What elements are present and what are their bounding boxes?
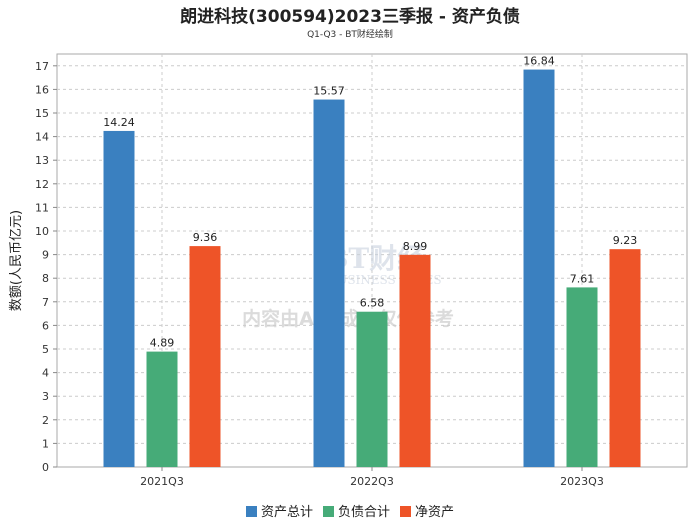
bar-2-2022Q3 bbox=[356, 311, 388, 467]
y-tick-label: 13 bbox=[35, 154, 49, 167]
data-label: 7.61 bbox=[570, 272, 595, 285]
y-tick-label: 5 bbox=[42, 343, 49, 356]
bar-3-2023Q3 bbox=[609, 249, 641, 467]
legend-item-1: 资产总计 bbox=[245, 501, 313, 520]
bar-2-2021Q3 bbox=[146, 351, 178, 467]
data-label: 9.23 bbox=[613, 234, 638, 247]
chart-subtitle: Q1-Q3 - BT财经绘制 bbox=[307, 30, 393, 40]
data-label: 9.36 bbox=[193, 231, 218, 244]
bar-3-2021Q3 bbox=[189, 246, 221, 467]
x-tick-label: 2022Q3 bbox=[350, 475, 394, 488]
y-tick-label: 4 bbox=[42, 367, 49, 380]
bar-1-2022Q3 bbox=[313, 99, 345, 467]
bar-3-2022Q3 bbox=[399, 254, 431, 467]
legend-swatch bbox=[400, 506, 411, 517]
legend-swatch bbox=[322, 506, 334, 517]
bar-2-2023Q3 bbox=[566, 287, 598, 467]
y-tick-label: 0 bbox=[42, 461, 49, 474]
y-tick-label: 2 bbox=[42, 414, 49, 427]
y-tick-label: 7 bbox=[42, 296, 49, 309]
data-label: 14.24 bbox=[103, 116, 135, 129]
y-axis-label: 数额(人民币亿元) bbox=[9, 210, 24, 311]
legend-label: 净资产 bbox=[415, 505, 455, 520]
y-tick-label: 11 bbox=[35, 201, 49, 214]
y-tick-label: 16 bbox=[35, 83, 49, 96]
data-label: 6.58 bbox=[360, 297, 385, 310]
y-tick-label: 9 bbox=[42, 249, 49, 262]
legend-swatch bbox=[245, 506, 257, 517]
data-label: 8.99 bbox=[403, 240, 428, 253]
y-tick-label: 8 bbox=[42, 272, 49, 285]
y-tick-label: 1 bbox=[42, 437, 49, 450]
y-tick-label: 10 bbox=[35, 225, 49, 238]
legend-label: 资产总计 bbox=[260, 505, 313, 520]
chart-title: 朗进科技(300594)2023三季报 - 资产负债 bbox=[180, 7, 520, 27]
legend-item-3: 净资产 bbox=[400, 501, 454, 520]
y-tick-label: 17 bbox=[35, 60, 49, 73]
data-label: 4.89 bbox=[150, 337, 175, 350]
bar-1-2021Q3 bbox=[103, 130, 135, 467]
x-tick-label: 2021Q3 bbox=[140, 475, 184, 488]
y-tick-label: 15 bbox=[35, 107, 49, 120]
y-tick-label: 3 bbox=[42, 390, 49, 403]
bars: 14.24 4.89 9.36 15.57 6.58 8.99 16.84 7.61 9.23 bbox=[103, 55, 641, 468]
data-label: 15.57 bbox=[313, 85, 345, 98]
y-tick-label: 14 bbox=[35, 131, 49, 144]
bar-1-2023Q3 bbox=[523, 69, 555, 468]
legend: 资产总计 负债合计 净资产 bbox=[0, 501, 700, 520]
y-tick-label: 12 bbox=[35, 178, 49, 191]
legend-item-2: 负债合计 bbox=[322, 501, 390, 520]
data-label: 16.84 bbox=[523, 55, 555, 68]
x-tick-label: 2023Q3 bbox=[560, 475, 604, 488]
legend-label: 负债合计 bbox=[337, 505, 390, 520]
y-tick-label: 6 bbox=[42, 319, 49, 332]
